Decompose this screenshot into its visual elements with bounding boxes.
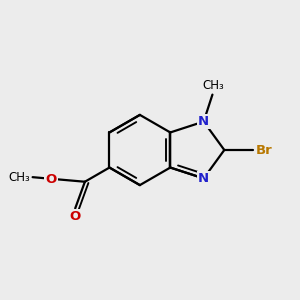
Text: CH₃: CH₃ (202, 79, 224, 92)
Text: O: O (70, 210, 81, 224)
Text: N: N (198, 115, 209, 128)
Text: CH₃: CH₃ (8, 171, 30, 184)
Text: O: O (45, 173, 57, 186)
Text: N: N (198, 172, 209, 185)
Text: Br: Br (255, 143, 272, 157)
